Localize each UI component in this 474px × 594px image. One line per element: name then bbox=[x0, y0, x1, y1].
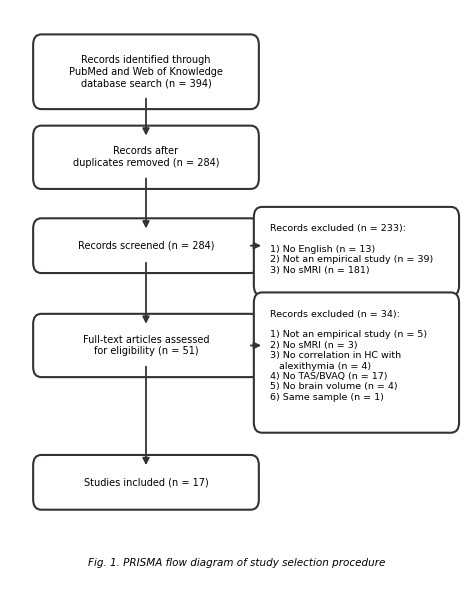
Text: Records identified through
PubMed and Web of Knowledge
database search (n = 394): Records identified through PubMed and We… bbox=[69, 55, 223, 89]
Text: Studies included (n = 17): Studies included (n = 17) bbox=[83, 478, 209, 487]
FancyBboxPatch shape bbox=[33, 126, 259, 189]
FancyBboxPatch shape bbox=[254, 292, 459, 432]
FancyBboxPatch shape bbox=[33, 34, 259, 109]
Text: Records after
duplicates removed (n = 284): Records after duplicates removed (n = 28… bbox=[73, 147, 219, 168]
FancyBboxPatch shape bbox=[33, 455, 259, 510]
FancyBboxPatch shape bbox=[33, 219, 259, 273]
Text: Full-text articles assessed
for eligibility (n = 51): Full-text articles assessed for eligibil… bbox=[83, 334, 209, 356]
FancyBboxPatch shape bbox=[254, 207, 459, 296]
Text: Records screened (n = 284): Records screened (n = 284) bbox=[78, 241, 214, 251]
Text: Records excluded (n = 34):

1) Not an empirical study (n = 5)
2) No sMRI (n = 3): Records excluded (n = 34): 1) Not an emp… bbox=[270, 309, 428, 402]
Text: Fig. 1. PRISMA flow diagram of study selection procedure: Fig. 1. PRISMA flow diagram of study sel… bbox=[88, 558, 386, 568]
FancyBboxPatch shape bbox=[33, 314, 259, 377]
Text: Records excluded (n = 233):

1) No English (n = 13)
2) Not an empirical study (n: Records excluded (n = 233): 1) No Englis… bbox=[270, 224, 433, 274]
